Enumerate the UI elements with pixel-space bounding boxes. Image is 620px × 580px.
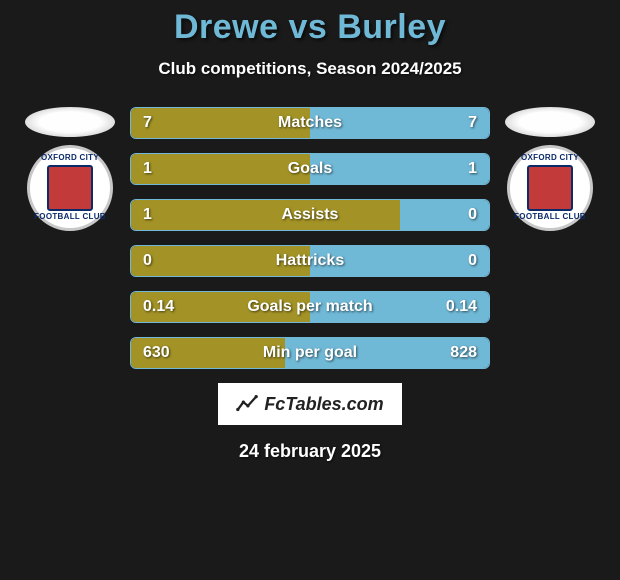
stat-value-right: 0 (468, 252, 477, 270)
stat-value-right: 0 (468, 206, 477, 224)
source-label: FcTables.com (264, 394, 383, 415)
stat-row: 0Hattricks0 (130, 245, 490, 277)
left-team-crest: OXFORD CITY FOOTBALL CLUB (27, 145, 113, 231)
stat-row: 630Min per goal828 (130, 337, 490, 369)
right-player-badge: OXFORD CITY FOOTBALL CLUB (500, 107, 600, 231)
left-player-badge: OXFORD CITY FOOTBALL CLUB (20, 107, 120, 231)
crest-text-top: OXFORD CITY (521, 154, 579, 163)
crest-text-bottom: FOOTBALL CLUB (34, 213, 106, 222)
stats-list: 7Matches71Goals11Assists00Hattricks00.14… (130, 107, 490, 369)
crest-text-top: OXFORD CITY (41, 154, 99, 163)
source-badge: FcTables.com (218, 383, 401, 425)
stat-row: 1Goals1 (130, 153, 490, 185)
stat-row: 1Assists0 (130, 199, 490, 231)
crest-shield-icon (47, 165, 93, 211)
avatar-placeholder (505, 107, 595, 137)
stat-label: Min per goal (131, 344, 489, 362)
right-team-crest: OXFORD CITY FOOTBALL CLUB (507, 145, 593, 231)
chart-icon (236, 393, 258, 415)
stat-label: Matches (131, 114, 489, 132)
stat-value-right: 0.14 (446, 298, 477, 316)
stat-label: Hattricks (131, 252, 489, 270)
date-label: 24 february 2025 (239, 441, 381, 462)
crest-text-bottom: FOOTBALL CLUB (514, 213, 586, 222)
stat-label: Goals per match (131, 298, 489, 316)
page-title: Drewe vs Burley (174, 8, 446, 47)
stat-value-right: 7 (468, 114, 477, 132)
stat-value-right: 828 (450, 344, 477, 362)
comparison-card: Drewe vs Burley Club competitions, Seaso… (0, 0, 620, 580)
stat-value-right: 1 (468, 160, 477, 178)
crest-shield-icon (527, 165, 573, 211)
stat-row: 7Matches7 (130, 107, 490, 139)
stat-row: 0.14Goals per match0.14 (130, 291, 490, 323)
stat-label: Assists (131, 206, 489, 224)
subtitle: Club competitions, Season 2024/2025 (158, 59, 461, 79)
main-row: OXFORD CITY FOOTBALL CLUB 7Matches71Goal… (0, 107, 620, 369)
stat-label: Goals (131, 160, 489, 178)
avatar-placeholder (25, 107, 115, 137)
